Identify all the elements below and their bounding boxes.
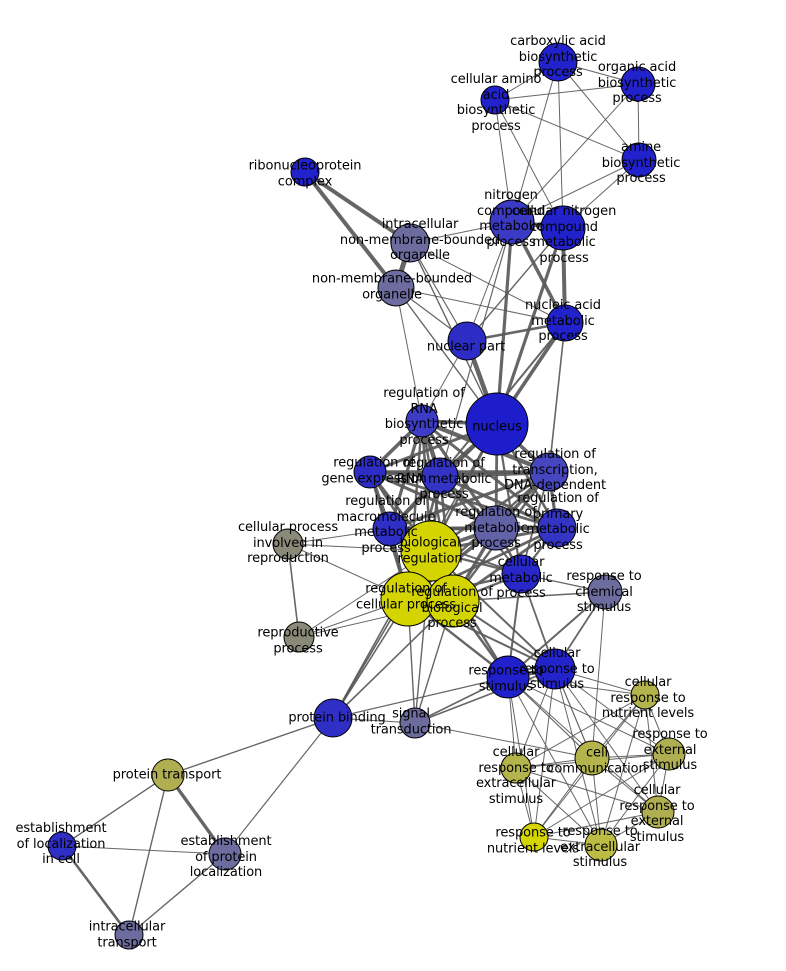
graph-edge <box>511 83 639 223</box>
graph-node[interactable] <box>272 528 304 560</box>
graph-edge <box>511 159 640 223</box>
graph-node[interactable] <box>473 505 519 551</box>
graph-edge <box>60 844 131 937</box>
graph-edge <box>303 170 398 290</box>
node-layer <box>47 42 686 950</box>
graph-edge <box>61 774 169 847</box>
graph-edge <box>600 753 670 846</box>
graph-edge <box>533 668 556 838</box>
graph-edge <box>548 322 566 473</box>
graph-edge <box>511 61 559 223</box>
graph-node[interactable] <box>519 822 549 852</box>
graph-node[interactable] <box>480 85 510 115</box>
graph-edge <box>600 694 646 846</box>
graph-edge <box>507 676 602 846</box>
graph-edge <box>557 61 640 161</box>
graph-node[interactable] <box>501 554 541 594</box>
graph-edge <box>494 83 639 101</box>
graph-node[interactable] <box>529 452 569 492</box>
graph-node[interactable] <box>426 574 480 628</box>
graph-edge <box>167 717 334 776</box>
graph-node[interactable] <box>465 392 529 456</box>
graph-edge <box>303 170 412 245</box>
graph-edge <box>533 753 670 838</box>
graph-edge <box>507 676 646 696</box>
graph-edge <box>395 287 423 422</box>
graph-node[interactable] <box>540 205 586 251</box>
graph-edge <box>332 676 509 719</box>
graph-edge <box>395 287 566 324</box>
graph-node[interactable] <box>47 831 77 861</box>
graph-edge <box>368 470 498 530</box>
graph-node[interactable] <box>208 837 242 871</box>
graph-node[interactable] <box>486 655 530 699</box>
graph-edge <box>287 543 300 638</box>
graph-edge <box>494 99 564 229</box>
graph-edge <box>557 61 564 229</box>
graph-edge <box>332 600 454 719</box>
graph-edge <box>515 767 659 813</box>
graph-edge <box>494 99 640 161</box>
graph-node[interactable] <box>399 707 431 739</box>
graph-node[interactable] <box>630 680 660 710</box>
graph-node[interactable] <box>405 404 439 438</box>
graph-node[interactable] <box>421 457 459 495</box>
graph-node[interactable] <box>390 223 430 263</box>
graph-node[interactable] <box>652 737 686 771</box>
graph-edge <box>368 470 559 530</box>
graph-node[interactable] <box>538 42 578 82</box>
graph-edge <box>515 767 602 846</box>
graph-node[interactable] <box>641 795 675 829</box>
graph-edge <box>466 227 564 342</box>
graph-edge <box>438 474 559 530</box>
graph-edge <box>495 220 514 426</box>
graph-node[interactable] <box>534 648 576 690</box>
graph-edge <box>128 774 169 936</box>
graph-edge <box>515 694 646 769</box>
graph-node[interactable] <box>620 66 656 102</box>
graph-node[interactable] <box>621 142 657 178</box>
graph-node[interactable] <box>353 455 387 489</box>
graph-edge <box>414 722 593 759</box>
graph-node[interactable] <box>283 621 315 653</box>
graph-edge <box>224 717 334 855</box>
graph-node[interactable] <box>584 828 618 862</box>
graph-node[interactable] <box>313 698 353 738</box>
graph-node[interactable] <box>546 304 584 342</box>
edge-layer <box>60 61 670 937</box>
graph-edge <box>591 591 606 759</box>
graph-node[interactable] <box>400 520 462 582</box>
graph-edge <box>128 853 226 936</box>
graph-node[interactable] <box>377 269 415 307</box>
graph-edge <box>644 694 659 813</box>
graph-node[interactable] <box>447 321 487 361</box>
graph-edge <box>414 668 556 724</box>
graph-node[interactable] <box>537 508 577 548</box>
graph-node[interactable] <box>489 199 535 245</box>
graph-node[interactable] <box>500 752 532 784</box>
graph-edge <box>61 845 226 855</box>
graph-node[interactable] <box>151 758 185 792</box>
graph-edge <box>409 242 566 324</box>
graph-node[interactable] <box>574 740 610 776</box>
graph-node[interactable] <box>587 574 623 610</box>
graph-edge <box>533 811 659 838</box>
graph-node[interactable] <box>290 157 320 187</box>
graph-node[interactable] <box>372 511 408 547</box>
graph-node[interactable] <box>114 920 144 950</box>
